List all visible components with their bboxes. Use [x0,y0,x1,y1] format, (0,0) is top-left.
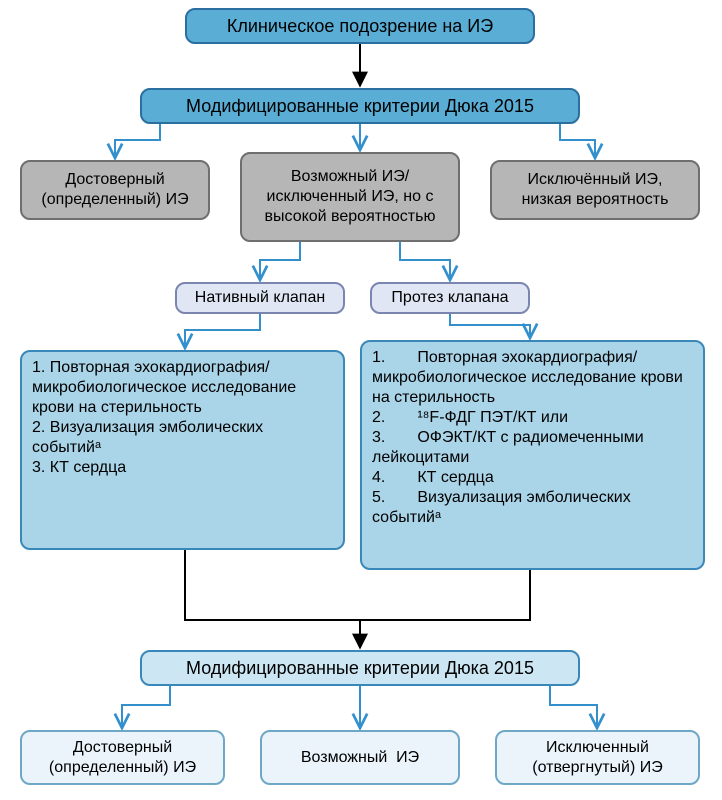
flowchart-node-n13: Исключенный (отвергнутый) ИЭ [495,730,700,785]
arrow-n2-n5 [560,124,595,158]
node-label: Исключённый ИЭ, низкая вероятность [502,170,688,210]
node-label: Модифицированные критерии Дюка 2015 [186,657,534,680]
arrow-n7-n9 [450,314,530,338]
flowchart-node-n1: Клиническое подозрение на ИЭ [185,8,535,44]
node-label: 1. Повторная эхокардиография/ микробиоло… [372,348,693,528]
node-label: 1. Повторная эхокардиография/ микробиоло… [32,358,333,478]
node-label: Достоверный (определенный) ИЭ [32,170,198,210]
arrow-n9-n10 [360,570,530,620]
node-label: Протез клапана [391,288,508,308]
arrow-n8-n10 [185,550,360,648]
flowchart-node-n9: 1. Повторная эхокардиография/ микробиоло… [360,340,705,570]
flowchart-node-n10: Модифицированные критерии Дюка 2015 [140,650,580,686]
arrow-n4-n7 [400,242,450,280]
flowchart-node-n6: Нативный клапан [175,282,345,314]
flowchart-node-n11: Достоверный (определенный) ИЭ [20,730,225,785]
arrow-n10-n11 [122,686,170,728]
flowchart-node-n2: Модифицированные критерии Дюка 2015 [140,88,580,124]
node-label: Исключенный (отвергнутый) ИЭ [507,738,688,778]
node-label: Возможный ИЭ/ исключенный ИЭ, но с высок… [252,167,448,227]
node-label: Возможный ИЭ [301,748,419,768]
flowchart-node-n7: Протез клапана [370,282,530,314]
arrow-n10-n13 [550,686,597,728]
flowchart-node-n4: Возможный ИЭ/ исключенный ИЭ, но с высок… [240,152,460,242]
arrow-n2-n3 [115,124,160,158]
arrow-n6-n8 [185,314,260,348]
arrow-n4-n6 [260,242,300,280]
node-label: Нативный клапан [195,288,325,308]
flowchart-node-n8: 1. Повторная эхокардиография/ микробиоло… [20,350,345,550]
flowchart-node-n3: Достоверный (определенный) ИЭ [20,160,210,220]
node-label: Модифицированные критерии Дюка 2015 [186,95,534,118]
flowchart-node-n12: Возможный ИЭ [260,730,460,785]
node-label: Клиническое подозрение на ИЭ [227,15,493,38]
node-label: Достоверный (определенный) ИЭ [32,738,213,778]
flowchart-node-n5: Исключённый ИЭ, низкая вероятность [490,160,700,220]
